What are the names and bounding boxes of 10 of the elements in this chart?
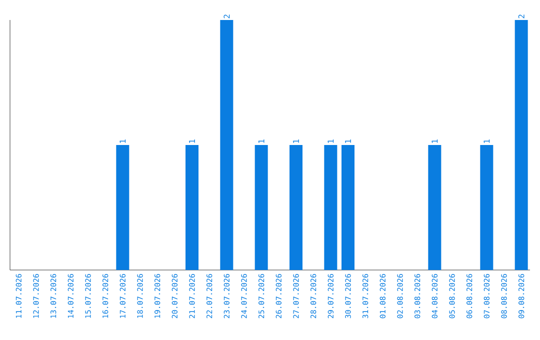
data-label: 1 — [189, 140, 195, 143]
data-label: 1 — [258, 140, 264, 143]
data-label: 1 — [120, 140, 126, 143]
data-label: 1 — [484, 140, 490, 143]
data-label: 1 — [432, 140, 438, 143]
data-label: 1 — [345, 140, 351, 143]
data-label: 2 — [224, 14, 230, 18]
data-label: 2 — [518, 14, 524, 18]
data-label: 1 — [293, 140, 299, 143]
data-label: 1 — [328, 140, 334, 143]
